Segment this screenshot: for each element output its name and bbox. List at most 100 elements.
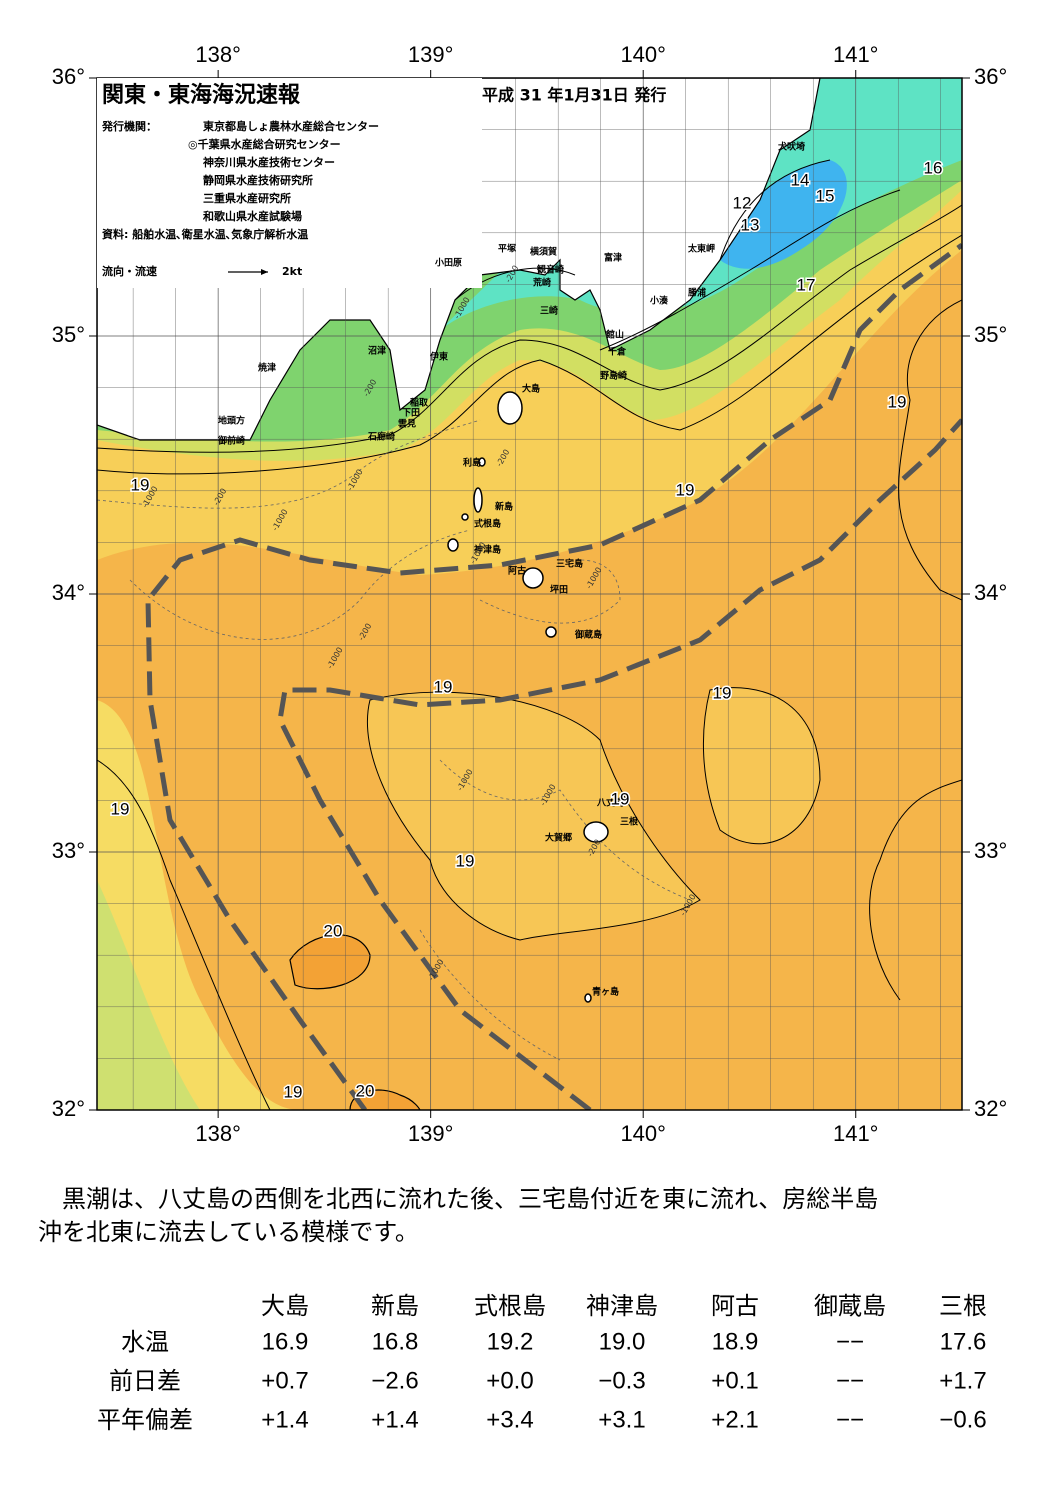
kuroshio-axis	[145, 242, 962, 1110]
issuer: 静岡県水産技術研究所	[203, 173, 313, 187]
issuer: 東京都島しょ農林水産総合センター	[203, 119, 379, 133]
table-cell: −−	[836, 1406, 864, 1433]
issuer: ◎千葉県水産総合研究センター	[188, 137, 341, 151]
place-name: 三根	[620, 816, 639, 828]
table-cell: −0.3	[598, 1367, 645, 1394]
temperature-label: 19	[111, 799, 130, 818]
place-name: 地頭方	[218, 415, 245, 427]
column-header: 式根島	[474, 1292, 546, 1320]
table-cell: 18.9	[712, 1328, 759, 1355]
light-region	[703, 687, 820, 844]
lon-tick-label: 139°	[408, 1121, 454, 1146]
issuer: 神奈川県水産技術センター	[203, 155, 335, 169]
place-name: 焼津	[258, 362, 276, 374]
place-name: 野島崎	[600, 370, 627, 382]
place-name: 三崎	[540, 305, 558, 317]
isotherms	[97, 159, 962, 1110]
temperature-label: 20	[324, 921, 343, 940]
cold-region	[720, 160, 847, 269]
axis-ticks: 138° 138° 139° 139° 140° 140° 141° 141° 36° 36° 35…	[52, 42, 1008, 1146]
place-name: 勝浦	[688, 287, 706, 299]
lat-tick-label: 34°	[974, 580, 1007, 605]
temperature-label: 19	[713, 683, 732, 702]
place-name: 館山	[605, 329, 624, 341]
legend-label: 流向・流速	[102, 264, 157, 278]
table-cell: +1.4	[261, 1406, 308, 1433]
column-header: 新島	[371, 1292, 419, 1320]
lat-tick-label: 35°	[52, 322, 85, 347]
header-box	[97, 78, 482, 288]
table-cell: +3.1	[598, 1406, 645, 1433]
temperature-label: 12	[733, 193, 752, 212]
issuer: 和歌山県水産試験場	[203, 209, 302, 223]
table-cell: −0.6	[939, 1406, 986, 1433]
temperature-label: 20	[356, 1081, 375, 1100]
place-name: 御前崎	[217, 435, 245, 447]
place-name: 式根島	[474, 518, 501, 530]
sources: 資料: 船舶水温､衛星水温､気象庁解析水温	[102, 227, 308, 241]
temperature-label: 19	[131, 475, 150, 494]
lon-tick-label: 141°	[833, 42, 879, 67]
place-name: 大島	[522, 383, 540, 395]
table-cell: +2.1	[711, 1406, 758, 1433]
lat-tick-label: 32°	[52, 1096, 85, 1121]
issuer-label: 発行機関：	[101, 119, 157, 133]
row-label: 平年偏差	[97, 1406, 193, 1434]
place-name: 沼津	[368, 345, 386, 357]
table-cell: +1.7	[939, 1367, 986, 1394]
temperature-label: 14	[791, 170, 810, 189]
place-name: 犬吠埼	[777, 141, 805, 153]
place-name: 平塚	[498, 243, 516, 255]
column-header: 御蔵島	[814, 1292, 886, 1320]
description-line: 沖を北東に流去している模様です。	[38, 1218, 419, 1246]
row-label: 水温	[121, 1328, 169, 1356]
place-name: 小湊	[649, 295, 669, 307]
column-header: 大島	[261, 1292, 309, 1320]
place-name: 大賀郷	[545, 832, 572, 844]
lat-tick-label: 36°	[974, 64, 1007, 89]
place-name: 三宅島	[556, 558, 583, 570]
temperature-label: 15	[816, 186, 835, 205]
table-cell: +3.4	[486, 1406, 533, 1433]
lat-tick-label: 34°	[52, 580, 85, 605]
temperature-label: 19	[611, 789, 630, 808]
lat-tick-label: 36°	[52, 64, 85, 89]
column-header: 阿古	[711, 1292, 759, 1320]
place-name: 荒崎	[532, 277, 551, 289]
lat-tick-label: 35°	[974, 322, 1007, 347]
place-name: 小田原	[434, 257, 462, 269]
place-name: 雲見	[398, 418, 416, 430]
temperature-label: 19	[456, 851, 475, 870]
islands	[447, 391, 609, 1003]
place-name: 観音崎	[537, 264, 564, 276]
table-cell: −2.6	[371, 1367, 418, 1394]
table-cell: 16.9	[262, 1328, 309, 1355]
issuer: 三重県水産研究所	[203, 191, 291, 205]
table-cell: +1.4	[371, 1406, 418, 1433]
place-name: 横須賀	[530, 246, 557, 258]
place-name: 富津	[604, 252, 622, 264]
place-name: 千倉	[608, 346, 627, 358]
place-name: 石廊崎	[367, 431, 395, 443]
lon-tick-label: 140°	[620, 42, 666, 67]
issue-date: 平成 31 年1月31日 発行	[482, 86, 666, 105]
temperature-label: 19	[888, 392, 907, 411]
place-name: 伊東	[429, 351, 448, 363]
table-cell: +0.7	[261, 1367, 308, 1394]
temperature-label: 13	[741, 215, 760, 234]
lon-tick-label: 140°	[620, 1121, 666, 1146]
column-header: 三根	[939, 1292, 987, 1320]
green-yellow-region	[97, 880, 200, 1110]
lon-tick-label: 141°	[833, 1121, 879, 1146]
column-header: 神津島	[586, 1292, 658, 1320]
table-cell: −−	[836, 1367, 864, 1394]
temperature-label: 19	[284, 1082, 303, 1101]
kuroshio-axis	[277, 418, 962, 1110]
place-name: 八丈島	[596, 797, 624, 809]
grid	[97, 78, 962, 1110]
place-name: 稲取	[410, 397, 429, 409]
table-cell: +0.0	[486, 1367, 533, 1394]
legend-scale: 2kt	[282, 265, 302, 278]
temperature-label: 19	[676, 480, 695, 499]
